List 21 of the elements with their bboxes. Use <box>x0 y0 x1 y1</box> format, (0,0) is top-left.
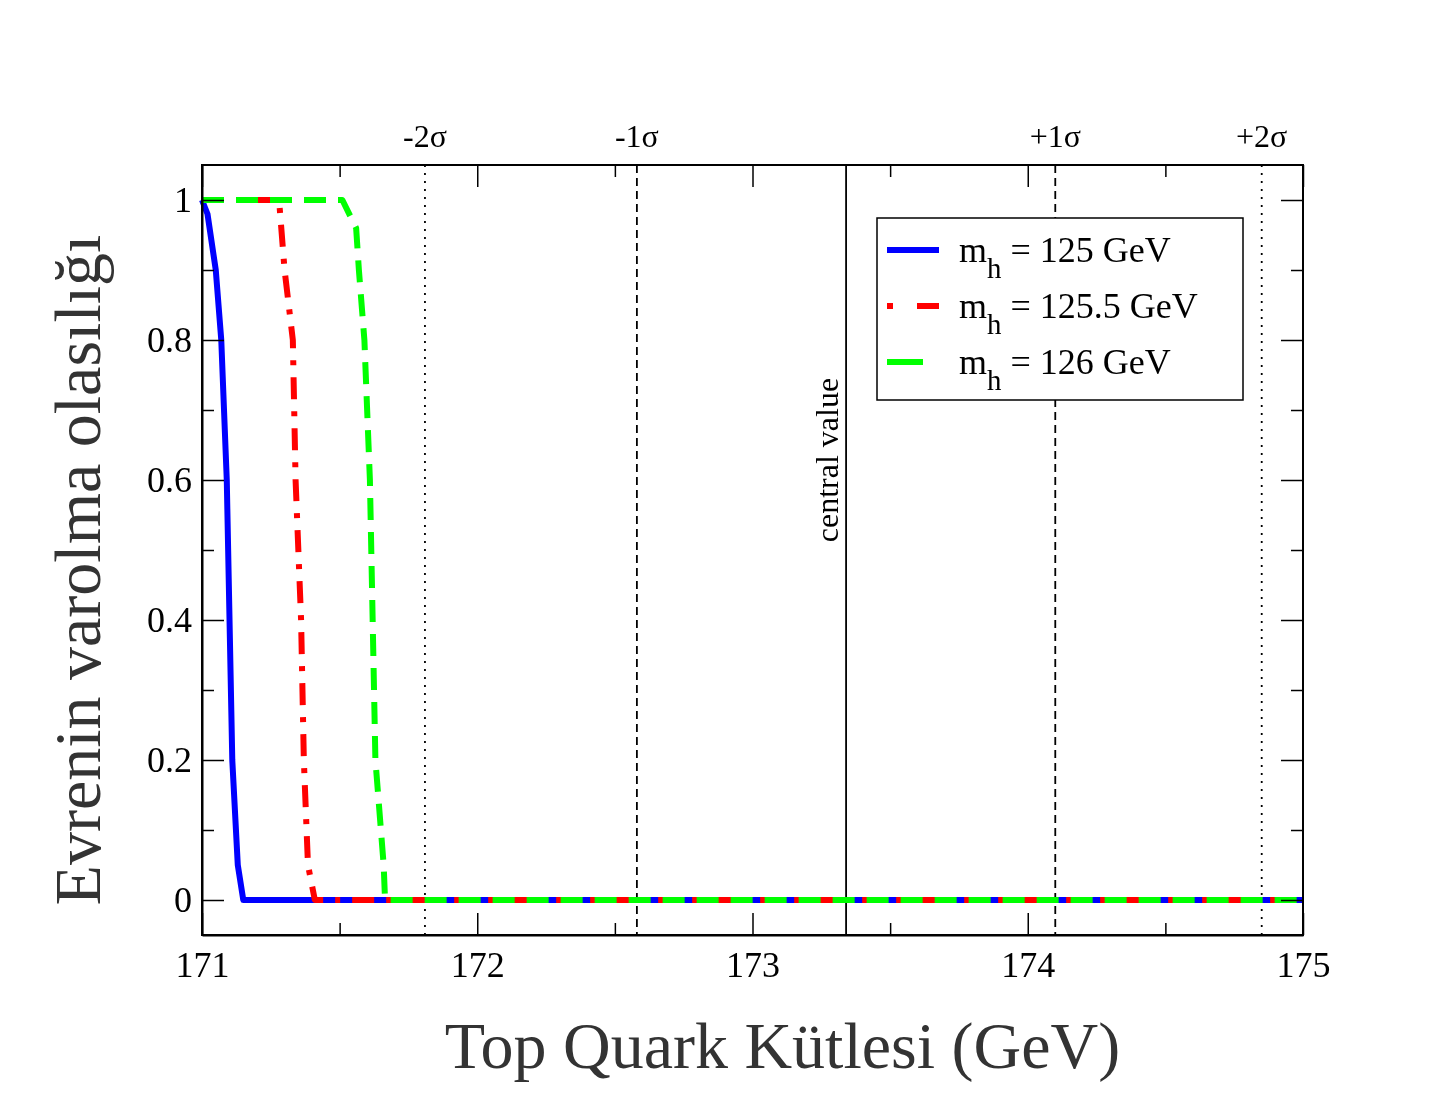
y-tick-label: 0.6 <box>147 460 192 501</box>
y-tick-label: 0.8 <box>147 320 192 361</box>
y-tick-label: 0.2 <box>147 740 192 781</box>
y-tick-label: 0 <box>174 880 192 921</box>
x-tick-label: 171 <box>175 944 230 985</box>
ref-line-label: -2σ <box>403 118 447 154</box>
y-axis-title: Evrenin varolma olasılığı <box>41 234 114 906</box>
legend-label: m$_{h}$ = 125.5 GeV <box>959 286 1198 340</box>
ref-line-label: +1σ <box>1029 118 1081 154</box>
x-tick-label: 173 <box>726 944 780 985</box>
ref-line-label: -1σ <box>614 118 659 154</box>
x-tick-label: 172 <box>450 944 505 985</box>
ref-line-label: +2σ <box>1236 118 1288 154</box>
x-axis-title: Top Quark Kütlesi (GeV) <box>444 1009 1121 1083</box>
legend-label: m$_{h}$ = 126 GeV <box>959 342 1171 396</box>
ref-line-label: central value <box>809 377 846 543</box>
y-tick-label: 0.4 <box>147 600 192 641</box>
legend-label: m$_{h}$ = 125 GeV <box>959 230 1171 284</box>
y-tick-label: 1 <box>174 180 192 221</box>
x-tick-label: 174 <box>1001 944 1056 985</box>
x-tick-label: 175 <box>1276 944 1331 985</box>
